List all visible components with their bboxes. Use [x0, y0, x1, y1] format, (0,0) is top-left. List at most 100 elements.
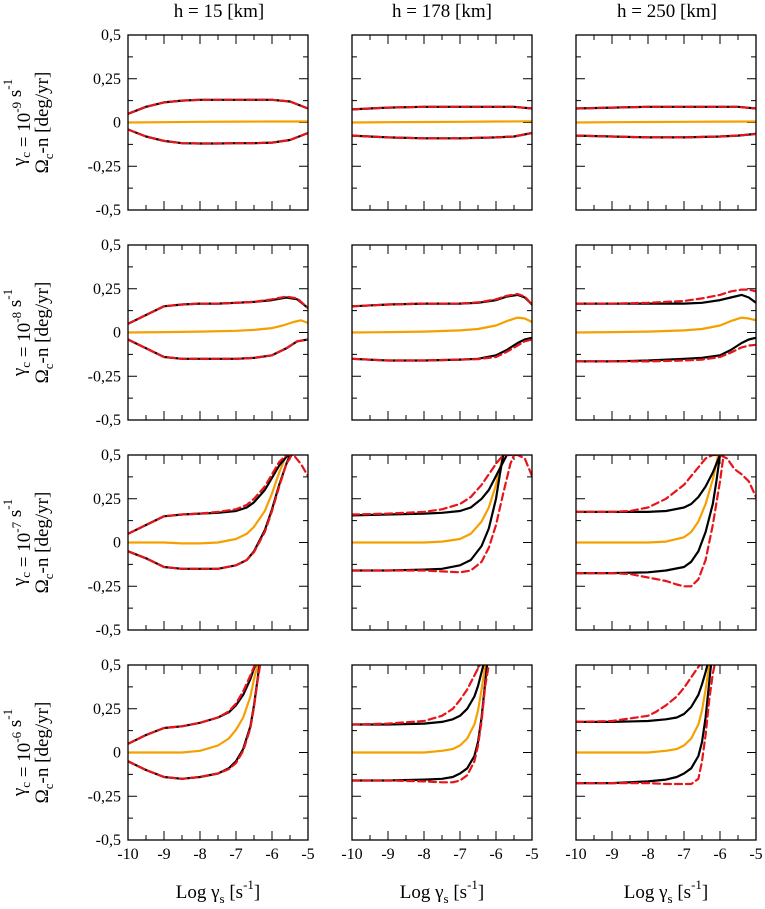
- y-tick-label: -0,25: [88, 788, 121, 805]
- ylabel-part: = 10: [14, 533, 35, 572]
- series-upper-approx-line: [352, 455, 532, 516]
- x-tick-label: -9: [381, 846, 394, 863]
- series-upper-line: [576, 455, 722, 513]
- axes-frame: [127, 664, 309, 841]
- series-group: [576, 455, 756, 588]
- ylabel-part: s: [5, 90, 26, 102]
- ylabel-omega: Ωc-n [deg/yr]: [32, 72, 56, 174]
- y-tick-label: 0,5: [101, 27, 121, 44]
- ylabel-part: -1: [0, 79, 15, 90]
- axes-frame: [127, 244, 309, 421]
- series-lower-approx-line: [352, 338, 532, 362]
- panel-r0-c2: [575, 34, 757, 211]
- col-title-h178: h = 178 [km]: [392, 1, 492, 22]
- xlabel-part: [s: [225, 882, 243, 903]
- ylabel-part: -n [deg/yr]: [32, 72, 53, 154]
- series-lower-line: [128, 338, 308, 360]
- xlabel-part: s: [220, 891, 225, 906]
- ylabel-part: Ω: [32, 579, 53, 593]
- col-title-h250: h = 250 [km]: [617, 1, 717, 22]
- series-middle-line: [576, 316, 756, 334]
- ylabel-part: -6: [9, 731, 24, 742]
- xlabel-part: ]: [254, 882, 260, 903]
- series-upper-approx-line: [576, 288, 756, 305]
- ylabel-part: Ω: [32, 369, 53, 383]
- ylabel-part: -1: [0, 289, 15, 300]
- column-titles: h = 15 [km] h = 178 [km] h = 250 [km]: [174, 1, 717, 22]
- x-tick-label: -7: [453, 846, 466, 863]
- ticks: [575, 454, 757, 631]
- series-upper-approx-line: [128, 455, 308, 535]
- ylabel-omega: Ωc-n [deg/yr]: [32, 282, 56, 384]
- y-tick-label: 0,25: [93, 281, 121, 298]
- ylabel-part: -n [deg/yr]: [32, 492, 53, 574]
- y-tick-label: -0,5: [96, 832, 121, 849]
- series-group: [128, 665, 262, 780]
- y-tick-label: 0: [113, 745, 121, 762]
- x-axis-label-col1: Log γs [s-1]: [400, 877, 484, 906]
- series-middle-line: [352, 120, 532, 124]
- series-lower-approx-line: [576, 455, 725, 588]
- y-tick-label: 0: [113, 535, 121, 552]
- series-upper-approx-line: [576, 105, 756, 110]
- ylabel-part: c: [41, 783, 56, 789]
- axes-frame: [127, 34, 309, 211]
- ylabel-part: -9: [9, 102, 24, 113]
- panel-r2-c2: [575, 454, 757, 631]
- xlabel-part: ]: [478, 882, 484, 903]
- series-lower-approx-line: [352, 455, 516, 574]
- ylabel-part: = 10: [14, 113, 35, 152]
- axes-frame: [351, 34, 533, 211]
- panel-r1-c1: [351, 244, 533, 421]
- ylabel-part: -1: [0, 499, 15, 510]
- ylabel-part: s: [5, 300, 26, 312]
- y-tick-label: -0,5: [96, 622, 121, 639]
- y-tick-label: -0,25: [88, 158, 121, 175]
- panel-r2-c1: [351, 454, 533, 631]
- x-tick-label: -6: [265, 846, 278, 863]
- x-tick-label: -7: [677, 846, 690, 863]
- ticks: [127, 454, 309, 631]
- panel-r3-c2: -10 -9 -8 -7 -6 -5: [565, 664, 763, 863]
- series-middle-line: [352, 455, 505, 544]
- ylabel-part: -1: [0, 709, 15, 720]
- series-upper-approx-line: [128, 295, 308, 325]
- x-axis-label-col2: Log γs [s-1]: [624, 877, 708, 906]
- series-lower-line: [576, 455, 722, 575]
- x-tick-label: -9: [605, 846, 618, 863]
- panel-r1-c2: [575, 244, 757, 421]
- series-lower-line: [352, 336, 532, 362]
- ylabel-omega: Ωc-n [deg/yr]: [32, 492, 56, 594]
- series-upper-approx-line: [352, 105, 532, 111]
- series-middle-line: [128, 120, 308, 124]
- ylabel-gamma-c: γc = 10-6 s-1: [0, 709, 35, 797]
- series-middle-line: [128, 455, 288, 545]
- axes-frame: [127, 454, 309, 631]
- y-tick-label: 0,25: [93, 701, 121, 718]
- ylabel-part: s: [5, 720, 26, 732]
- row-y-labels: γc = 10-9 s-1Ωc-n [deg/yr]γc = 10-8 s-1Ω…: [0, 72, 56, 804]
- ylabel-gamma-c: γc = 10-8 s-1: [0, 289, 35, 377]
- series-lower-approx-line: [576, 343, 756, 363]
- ylabel-part: -n [deg/yr]: [32, 282, 53, 364]
- x-tick-label: -5: [749, 846, 762, 863]
- series-group: [576, 665, 716, 786]
- ylabel-part: Ω: [32, 789, 53, 803]
- series-upper-approx-line: [352, 665, 481, 726]
- series-group: [576, 105, 756, 139]
- series-group: [128, 455, 308, 570]
- x-tick-label: -10: [341, 846, 362, 863]
- xlabel-part: Log: [176, 882, 211, 903]
- series-middle-line: [576, 665, 711, 754]
- x-tick-label: -7: [229, 846, 242, 863]
- ylabel-part: c: [18, 152, 33, 158]
- series-upper-line: [128, 98, 308, 115]
- ylabel-part: γ: [9, 368, 30, 377]
- series-group: [128, 295, 308, 360]
- xlabel-part: [s: [449, 882, 467, 903]
- ylabel-part: c: [41, 363, 56, 369]
- series-upper-line: [128, 665, 257, 745]
- axes-frame: [575, 664, 757, 841]
- xlabel-part: ]: [702, 882, 708, 903]
